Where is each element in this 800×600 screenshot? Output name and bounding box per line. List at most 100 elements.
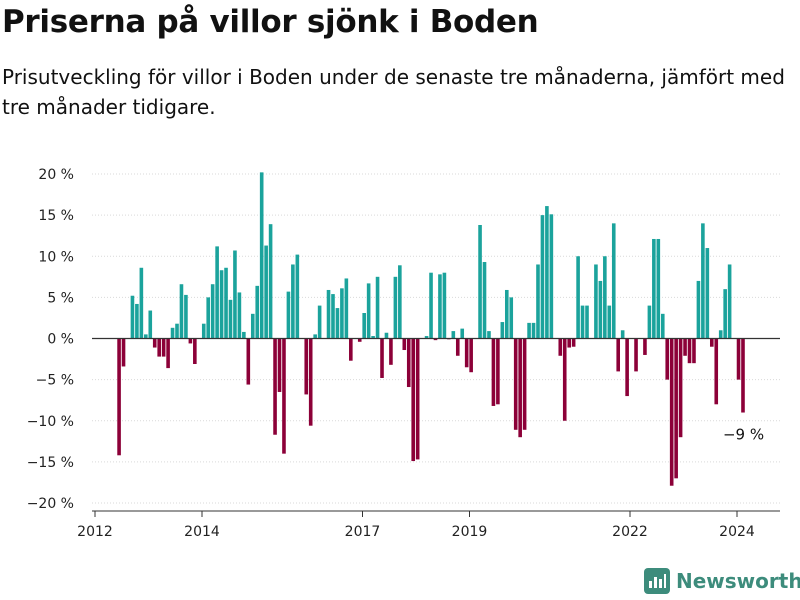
bar-negative [669,338,674,486]
bar-positive [371,336,375,339]
bar-positive [531,322,536,339]
bar-positive [233,250,237,339]
bar-negative [193,338,197,364]
bar-positive [224,267,228,339]
bar-positive [135,303,139,339]
bar-negative [558,338,563,356]
y-tick-label: −5 % [36,373,74,389]
bar-negative [188,338,193,344]
bar-positive [237,292,242,339]
bar-negative [687,338,692,364]
bar-negative [464,338,469,368]
bar-positive [242,331,246,339]
bar-positive [540,215,545,339]
bar-positive [718,330,723,339]
bar-positive [291,264,295,339]
bar-positive [139,267,144,339]
bar-negative [741,338,745,413]
bar-negative [308,338,313,426]
bar-positive [215,246,219,339]
x-tick-label: 2017 [345,524,381,540]
y-tick-label: −20 % [27,496,74,512]
bar-negative [161,338,166,357]
bar-positive [384,332,389,339]
bar-negative [282,338,286,454]
bar-negative [411,338,416,462]
bar-positive [509,297,514,339]
bar-positive [144,334,148,339]
bar-positive [500,322,505,339]
x-tick-label: 2019 [452,524,488,540]
bar-positive [250,313,255,339]
bar-positive [705,248,710,339]
bar-positive [424,336,429,339]
newsworthy-logo-text: Newsworthy [676,569,800,593]
bar-negative [406,338,411,388]
bar-positive [652,238,656,339]
bar-positive [504,289,509,339]
bar-positive [398,265,402,339]
y-tick-label: 0 % [47,332,74,348]
bar-negative [402,338,407,351]
newsworthy-logo-icon [644,568,670,594]
bar-positive [331,294,335,339]
bar-negative [157,338,161,357]
bar-positive [366,283,371,339]
bar-positive [594,264,598,339]
bar-positive [219,270,224,339]
bar-positive [545,206,549,339]
bar-negative [513,338,518,430]
bar-positive [210,284,215,339]
bar-positive [536,264,540,339]
bar-positive [598,280,603,339]
bar-positive [603,256,607,339]
bar-positive [620,330,625,339]
bar-negative [678,338,683,438]
bar-negative [277,338,282,392]
y-tick-label: −15 % [27,455,74,471]
bar-positive [611,223,616,339]
bar-negative [246,338,251,385]
bar-negative [709,338,714,347]
x-tick-label: 2012 [77,524,113,540]
bar-positive [696,280,701,339]
bar-positive [326,289,331,339]
y-tick-label: 10 % [38,249,74,265]
bar-positive [549,214,554,339]
bar-negative [380,338,384,378]
bar-positive [259,172,264,339]
bar-negative [518,338,522,438]
bar-positive [460,328,465,339]
bar-negative [491,338,496,406]
bar-positive [206,297,211,339]
bar-negative [674,338,678,479]
bar-negative [117,338,121,456]
bar-positive [482,262,487,339]
bar-positive [701,223,705,339]
bar-positive [295,254,300,339]
chart-subtitle: Prisutveckling för villor i Boden under … [2,65,785,119]
bar-positive [375,276,380,339]
bar-positive [527,322,531,339]
x-tick-label: 2014 [184,524,220,540]
bar-negative [152,338,157,348]
bar-negative [625,338,629,397]
x-tick-label: 2022 [612,524,648,540]
bar-positive [340,288,344,339]
y-tick-label: 20 % [38,167,74,183]
bar-positive [344,278,349,339]
bar-negative [273,338,277,435]
y-tick-label: 5 % [47,290,74,306]
bar-positive [130,295,135,339]
bar-positive [170,327,175,339]
bar-positive [393,276,398,339]
bar-positive [228,299,233,339]
bar-negative [304,338,309,395]
bar-positive [175,323,179,339]
bar-positive [362,313,366,339]
bar-negative [433,338,438,341]
x-tick-label: 2024 [719,524,755,540]
y-tick-label: 15 % [38,208,74,224]
bar-positive [255,285,260,339]
